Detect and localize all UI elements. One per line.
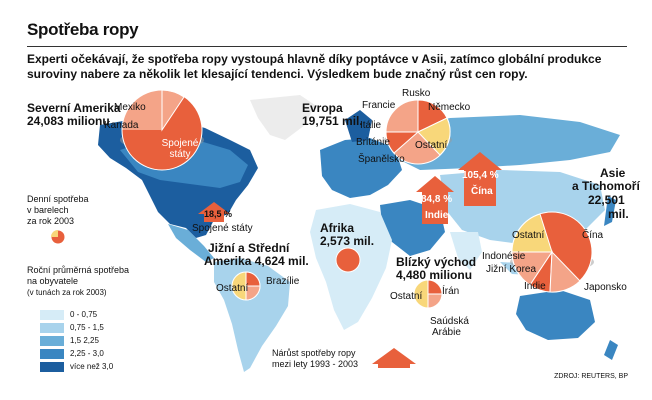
region-south-america-name-1: Jižní a Střední: [208, 241, 290, 255]
title-rule: [27, 46, 627, 47]
russia-land: [395, 115, 620, 170]
label-asia-other: Ostatní: [512, 230, 545, 241]
label-russia: Rusko: [402, 88, 431, 99]
region-asia-name-1: Asie: [600, 166, 626, 180]
region-south-america-name-2: Amerika 4,624 mil.: [204, 254, 309, 268]
arrow-china: [458, 152, 502, 206]
legend-swatch: [40, 323, 64, 333]
intro-text: Experti očekávají, že spotřeba ropy vyst…: [27, 52, 602, 81]
label-europe-other: Ostatní: [415, 140, 448, 151]
europe-land: [320, 138, 402, 198]
arrow-china-country: Čína: [471, 186, 493, 197]
india-land: [450, 232, 482, 270]
pie-south-america: [231, 271, 261, 301]
arrow-usa: [198, 202, 230, 222]
label-canada: Kanada: [104, 120, 139, 131]
new-zealand: [604, 340, 618, 360]
legend-swatch: [40, 310, 64, 320]
label-middle-east-other: Ostatní: [390, 291, 423, 302]
label-britain: Británie: [356, 137, 390, 148]
greenland: [250, 95, 315, 140]
mexico-land: [168, 224, 214, 262]
arrow-legend: [372, 348, 416, 368]
region-europe-value: 19,751 mil.: [302, 114, 363, 128]
legend-swatch: [40, 336, 64, 346]
arrow-india: [416, 176, 454, 224]
label-saudi-1: Saúdská: [430, 316, 469, 327]
region-middle-east-value: 4,480 milionu: [396, 268, 473, 282]
arrow-usa-country: Spojené státy: [192, 223, 253, 234]
region-north-america-value: 24,083 milionu: [27, 114, 110, 128]
legend-swatch: [40, 362, 64, 372]
arrow-india-country: Indie: [425, 210, 449, 221]
scandinavia: [345, 110, 372, 142]
region-africa-value: 2,573 mil.: [320, 234, 375, 248]
label-japan: Japonsko: [584, 282, 627, 293]
pie-africa: [335, 247, 361, 273]
label-usa: Spojené státy: [161, 138, 199, 160]
legend-swatch: [40, 349, 64, 359]
australia-land: [516, 290, 595, 340]
region-africa-name: Afrika: [320, 221, 355, 235]
map-title: Spotřeba ropy: [27, 20, 139, 39]
pie-asia: [510, 211, 594, 293]
japan-land: [604, 196, 616, 226]
pie-europe: [384, 99, 452, 165]
legend-scale-caption: Roční průměrná spotřeba na obyvatele (v …: [27, 265, 130, 297]
region-asia-name-2: a Tichomoří: [572, 179, 640, 193]
label-indonesia: Indonésie: [482, 251, 526, 262]
arrow-india-pct: 84,8 %: [421, 194, 453, 205]
region-asia-value-1: 22,501: [588, 193, 625, 207]
label-saudi-2: Arábie: [432, 327, 461, 338]
arrow-usa-pct: 18,5 %: [204, 209, 233, 219]
region-middle-east-name: Blízký východ: [396, 255, 477, 269]
pie-middle-east: [413, 279, 443, 309]
legend-growth-caption: Nárůst spotřeby ropy mezi lety 1993 - 20…: [272, 348, 359, 369]
label-germany: Německo: [428, 102, 471, 113]
label-france: Francie: [362, 100, 396, 111]
region-asia-value-2: mil.: [608, 207, 629, 221]
label-mexico: Mexiko: [114, 102, 146, 113]
legend-pie-caption: Denní spotřeba v barelech za rok 2003: [27, 194, 89, 226]
source-note: ZDROJ: REUTERS, BP: [554, 373, 628, 380]
pie-north-america: [120, 89, 204, 171]
label-south-america-other: Ostatní: [216, 283, 249, 294]
label-india: Indie: [524, 281, 546, 292]
legend-pie: [50, 229, 66, 245]
label-brazil: Brazílie: [266, 276, 300, 287]
label-south-korea: Jižní Korea: [486, 264, 537, 275]
label-iran: Írán: [442, 286, 460, 297]
arrow-china-pct: 105,4 %: [462, 170, 499, 181]
label-spain: Španělsko: [358, 154, 405, 165]
label-italy: Itálie: [360, 120, 382, 131]
label-china: Čína: [582, 230, 604, 241]
region-north-america-name: Severní Amerika: [27, 101, 121, 115]
region-europe-name: Evropa: [302, 101, 343, 115]
